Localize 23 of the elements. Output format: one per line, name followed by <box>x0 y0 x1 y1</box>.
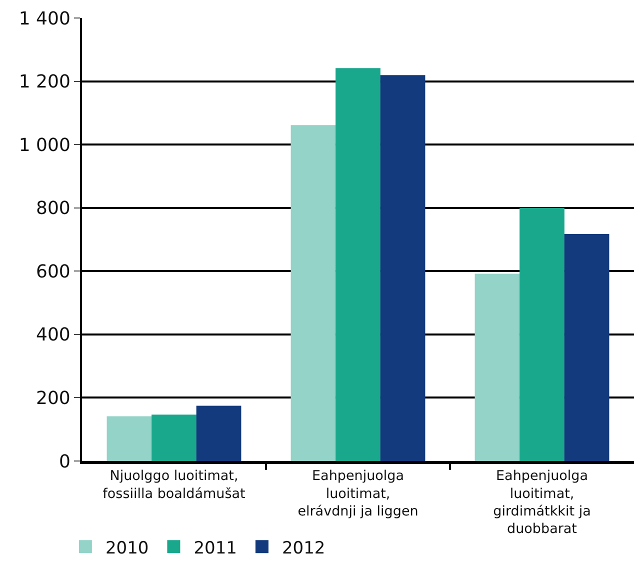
y-tick-label: 600 <box>36 261 70 282</box>
legend-label: 2012 <box>282 538 326 558</box>
y-tick-label: 1 400 <box>18 8 70 30</box>
bar <box>474 274 520 461</box>
y-tick-label: 200 <box>36 388 70 410</box>
bar <box>520 208 564 461</box>
legend-label: 2011 <box>194 538 237 558</box>
x-tick-label: Eahpenjuolga luoitimat, girdimátkkit ja duobbarat <box>493 468 591 537</box>
bar <box>564 234 610 461</box>
bar <box>290 125 336 461</box>
y-tick-label: 800 <box>36 198 70 220</box>
x-tick-label: Eahpenjuolga luoitimat, elrávdnji ja liggen <box>298 468 418 520</box>
bar <box>336 68 380 461</box>
bar <box>106 416 152 461</box>
x-tick-label: Njuolggo luoitimat, fossiilla boaldámušat <box>102 468 246 502</box>
y-tick-label: 0 <box>58 451 70 472</box>
bar <box>380 75 426 461</box>
y-tick-label: 1 000 <box>18 134 70 156</box>
bar <box>196 406 242 461</box>
bar <box>152 414 196 461</box>
legend-label: 2010 <box>105 538 149 558</box>
y-tick-label: 400 <box>36 324 70 346</box>
y-tick-label: 1 200 <box>18 72 70 93</box>
